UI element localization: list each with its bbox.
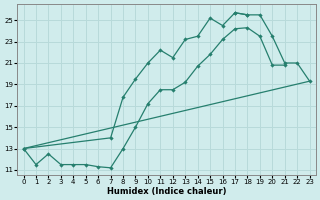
X-axis label: Humidex (Indice chaleur): Humidex (Indice chaleur) [107, 187, 226, 196]
